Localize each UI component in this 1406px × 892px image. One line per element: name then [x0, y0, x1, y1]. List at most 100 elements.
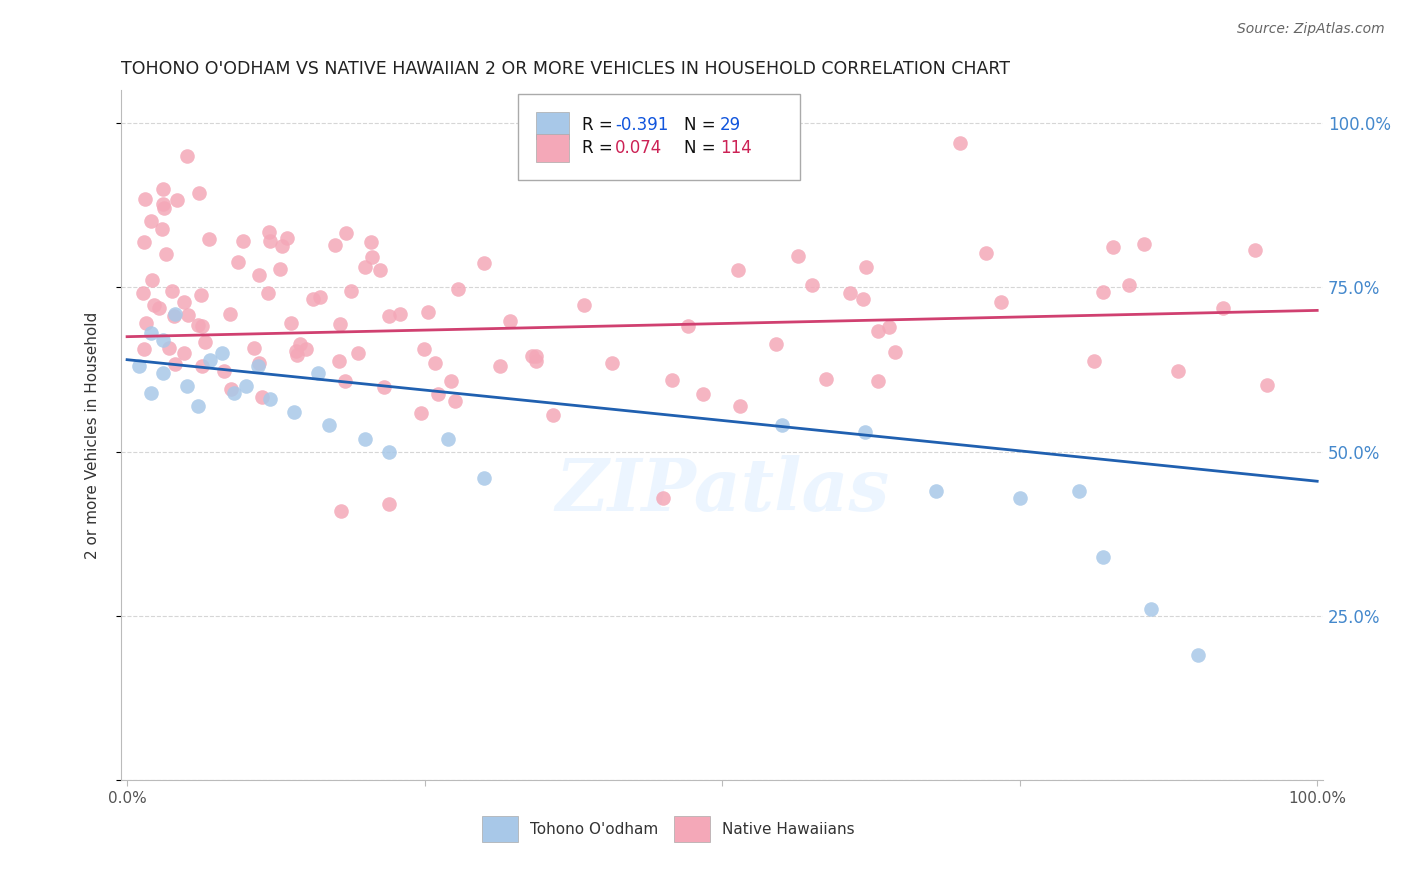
Point [472, 256, 495, 270]
Point [651, 491, 673, 505]
Point [329, 317, 352, 331]
Point [727, 262, 749, 277]
Point [524, 349, 547, 363]
Bar [673, 816, 710, 842]
Point [426, 386, 449, 401]
Y-axis label: 2 or more Vehicles in Household: 2 or more Vehicles in Household [86, 311, 100, 559]
Point [271, 239, 294, 253]
Point [219, 382, 242, 396]
Point [437, 432, 460, 446]
Point [877, 319, 900, 334]
Point [444, 394, 467, 409]
Point [866, 324, 889, 338]
Point [1101, 239, 1123, 253]
Point [1243, 243, 1265, 257]
Point [152, 197, 174, 211]
Point [990, 295, 1012, 310]
Point [200, 352, 222, 367]
Point [852, 292, 875, 306]
Point [173, 294, 195, 309]
Point [323, 238, 346, 252]
Text: R =: R = [582, 117, 617, 135]
Text: N =: N = [683, 139, 720, 157]
Bar [536, 112, 569, 139]
Bar [482, 816, 517, 842]
Point [224, 385, 246, 400]
Point [378, 444, 401, 458]
Point [425, 356, 447, 370]
Text: Source: ZipAtlas.com: Source: ZipAtlas.com [1237, 22, 1385, 37]
Point [166, 193, 188, 207]
Point [155, 247, 177, 261]
Point [141, 272, 163, 286]
Point [389, 307, 412, 321]
Point [1212, 301, 1234, 316]
Bar [536, 135, 569, 162]
Point [354, 432, 377, 446]
Point [1133, 237, 1156, 252]
FancyBboxPatch shape [517, 94, 800, 180]
Point [1118, 278, 1140, 293]
Point [949, 136, 972, 150]
Point [520, 349, 543, 363]
Point [307, 366, 329, 380]
Point [330, 504, 353, 518]
Point [197, 232, 219, 246]
Point [354, 260, 377, 274]
Point [162, 284, 184, 298]
Point [1083, 354, 1105, 368]
Point [142, 298, 165, 312]
Point [409, 406, 432, 420]
Point [163, 357, 186, 371]
Point [360, 250, 382, 264]
Point [128, 359, 150, 374]
Point [135, 316, 157, 330]
Point [211, 346, 233, 360]
Point [853, 425, 876, 439]
Point [346, 346, 368, 360]
Point [259, 234, 281, 248]
Point [488, 359, 510, 374]
Point [574, 298, 596, 312]
Point [288, 336, 311, 351]
Point [770, 418, 793, 433]
Point [335, 226, 357, 240]
Point [1069, 484, 1091, 499]
Point [232, 234, 254, 248]
Point [139, 326, 162, 341]
Point [187, 318, 209, 332]
Point [246, 359, 269, 374]
Point [243, 341, 266, 355]
Point [439, 375, 461, 389]
Point [1256, 377, 1278, 392]
Point [524, 354, 547, 368]
Point [730, 399, 752, 413]
Point [257, 285, 280, 300]
Text: Tohono O'odham: Tohono O'odham [530, 822, 658, 837]
Point [413, 343, 436, 357]
Point [661, 372, 683, 386]
Point [373, 380, 395, 394]
Point [284, 343, 307, 358]
Point [247, 268, 270, 282]
Point [212, 364, 235, 378]
Point [250, 390, 273, 404]
Text: N =: N = [683, 117, 720, 135]
Point [194, 334, 217, 349]
Text: -0.391: -0.391 [616, 117, 668, 135]
Point [247, 356, 270, 370]
Text: R =: R = [582, 139, 617, 157]
Point [276, 231, 298, 245]
Point [152, 221, 174, 235]
Point [692, 387, 714, 401]
Point [678, 319, 700, 334]
Point [1091, 285, 1114, 299]
Point [360, 235, 382, 249]
Point [187, 186, 209, 200]
Point [974, 246, 997, 260]
Point [416, 304, 439, 318]
Text: 29: 29 [720, 117, 741, 135]
Point [328, 354, 350, 368]
Point [287, 348, 309, 362]
Point [235, 379, 257, 393]
